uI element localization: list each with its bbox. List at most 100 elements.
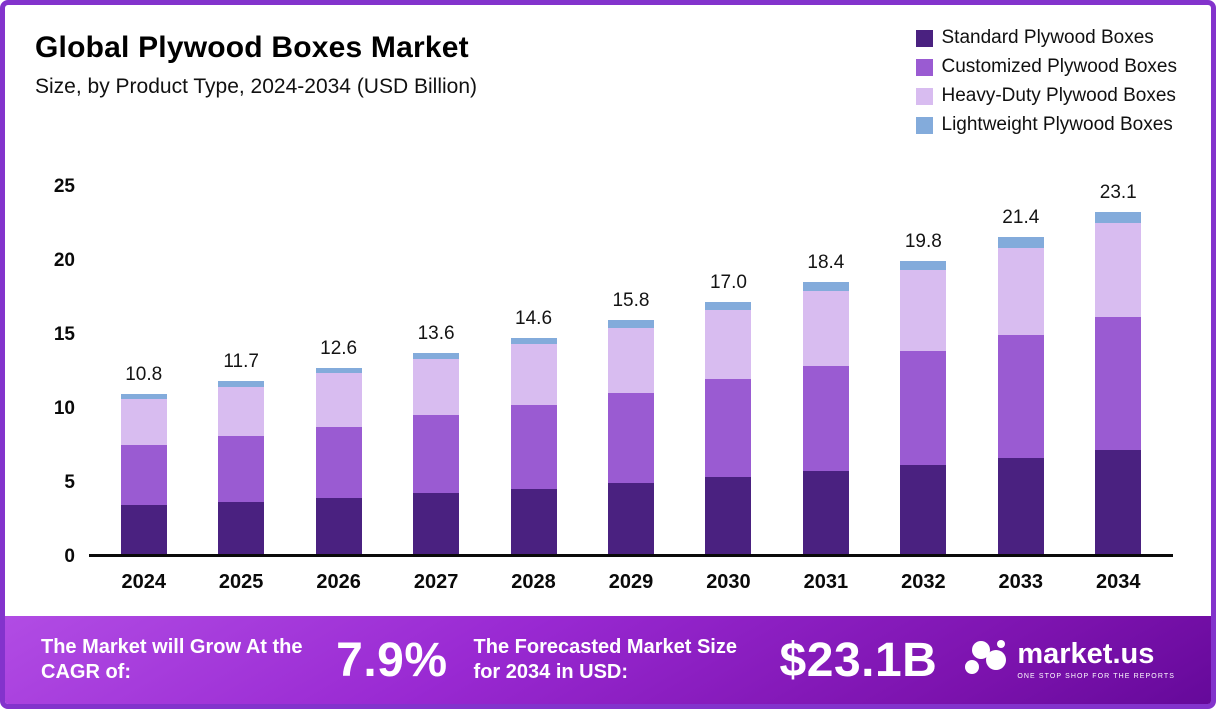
marketus-brand: market.us ONE STOP SHOP FOR THE REPORTS xyxy=(963,638,1175,683)
stacked-bar: 13.6 xyxy=(413,323,460,554)
x-axis-tick-label: 2027 xyxy=(413,571,459,593)
legend-label: Standard Plywood Boxes xyxy=(941,27,1154,48)
bar-segment xyxy=(413,493,460,554)
bar-segment xyxy=(510,343,557,405)
bar-segment xyxy=(1095,450,1142,554)
x-axis-tick-label: 2033 xyxy=(998,571,1044,593)
bar-column: 13.6 xyxy=(387,187,484,554)
y-axis-tick-label: 5 xyxy=(64,472,75,493)
stacked-bar: 17.0 xyxy=(705,272,752,554)
bar-segment xyxy=(1095,222,1142,318)
bar-column: 21.4 xyxy=(972,187,1069,554)
stacked-bar: 21.4 xyxy=(997,207,1044,554)
bar-total-label: 13.6 xyxy=(417,322,455,344)
stacked-bar: 14.6 xyxy=(510,308,557,554)
bar-segment xyxy=(120,444,167,506)
bar-segment xyxy=(802,281,849,291)
x-axis-tick-label: 2029 xyxy=(608,571,654,593)
bar-segment xyxy=(705,309,752,380)
bar-segment xyxy=(315,367,362,374)
chart-grid: 0 5 10 15 20 25 10.8 11.7 12.6 13.6 14.6 15.8 17.0 1… xyxy=(31,176,1173,567)
legend-swatch xyxy=(915,29,933,47)
y-axis: 0 5 10 15 20 25 xyxy=(31,176,89,567)
bar-segment xyxy=(315,373,362,427)
bar-segment xyxy=(413,414,460,494)
bar-segment xyxy=(120,505,167,554)
plot-area: 10.8 11.7 12.6 13.6 14.6 15.8 17.0 18.4 19.8 21.4… xyxy=(89,182,1173,557)
bar-segment xyxy=(705,379,752,478)
legend-item: Customized Plywood Boxes xyxy=(915,56,1178,78)
stacked-bar: 23.1 xyxy=(1095,182,1142,554)
chart-section: 0 5 10 15 20 25 10.8 11.7 12.6 13.6 14.6 15.8 17.0 1… xyxy=(5,145,1211,616)
bar-segment xyxy=(607,320,654,328)
bar-segment xyxy=(997,237,1044,248)
stacked-bar: 15.8 xyxy=(607,290,654,554)
legend-label: Customized Plywood Boxes xyxy=(941,56,1178,77)
x-axis-tick-label: 2028 xyxy=(511,571,556,593)
bar-total-label: 21.4 xyxy=(1002,207,1040,229)
bar-segment xyxy=(900,351,947,466)
stacked-bar: 19.8 xyxy=(900,231,947,554)
legend-item: Standard Plywood Boxes xyxy=(915,27,1178,49)
x-axis-tick-label: 2031 xyxy=(803,571,849,593)
bar-segment xyxy=(705,302,752,310)
bars-container: 10.8 11.7 12.6 13.6 14.6 15.8 17.0 18.4 19.8 21.4… xyxy=(89,182,1173,554)
bar-segment xyxy=(218,435,265,503)
bar-total-label: 23.1 xyxy=(1099,182,1137,204)
bar-segment xyxy=(997,247,1044,335)
y-axis-tick-label: 0 xyxy=(64,546,75,567)
marketus-logo-icon xyxy=(963,638,1007,683)
bar-segment xyxy=(1095,317,1142,451)
bar-segment xyxy=(1095,212,1142,223)
cagr-value: 7.9% xyxy=(336,633,448,687)
x-axis-tick-label: 2024 xyxy=(121,571,166,593)
bar-segment xyxy=(900,260,947,270)
bar-column: 15.8 xyxy=(582,187,679,554)
bar-segment xyxy=(802,290,849,367)
bar-total-label: 12.6 xyxy=(320,337,358,359)
bar-column: 11.7 xyxy=(192,187,289,554)
bar-total-label: 17.0 xyxy=(709,272,747,294)
brand-text: market.us ONE STOP SHOP FOR THE REPORTS xyxy=(1017,638,1175,681)
bar-column: 18.4 xyxy=(777,187,874,554)
bar-column: 10.8 xyxy=(95,187,192,554)
bar-total-label: 15.8 xyxy=(612,290,650,312)
bar-column: 23.1 xyxy=(1070,182,1167,554)
bar-segment xyxy=(997,457,1044,554)
cagr-label: The Market will Grow At the CAGR of: xyxy=(41,636,303,683)
footer-banner: The Market will Grow At the CAGR of: 7.9… xyxy=(5,616,1211,704)
y-axis-tick-label: 15 xyxy=(53,324,75,345)
x-axis-tick-label: 2026 xyxy=(316,571,361,593)
x-axis-tick-label: 2025 xyxy=(218,571,264,593)
brand-tagline: ONE STOP SHOP FOR THE REPORTS xyxy=(1017,673,1175,680)
bar-total-label: 10.8 xyxy=(125,364,163,386)
bar-column: 12.6 xyxy=(290,187,387,554)
bar-total-label: 14.6 xyxy=(515,307,553,329)
bar-segment xyxy=(218,386,265,436)
brand-name: market.us xyxy=(1017,638,1155,670)
bar-segment xyxy=(607,327,654,393)
stacked-bar: 18.4 xyxy=(802,252,849,554)
legend-swatch xyxy=(915,116,933,134)
y-axis-tick-label: 10 xyxy=(53,398,75,419)
bar-segment xyxy=(607,482,654,554)
chart-title: Global Plywood Boxes Market xyxy=(35,31,469,64)
forecast-label: The Forecasted Market Size for 2034 in U… xyxy=(473,636,737,683)
legend-swatch xyxy=(915,58,933,76)
bar-segment xyxy=(120,394,167,399)
chart-legend: Standard Plywood Boxes Customized Plywood… xyxy=(915,25,1178,136)
x-axis-tick-label: 2030 xyxy=(706,571,751,593)
chart-header: Global Plywood Boxes Market Size, by Pro… xyxy=(5,5,1211,145)
x-axis-tick-label: 2034 xyxy=(1096,571,1141,593)
bar-segment xyxy=(900,269,947,352)
legend-label: Heavy-Duty Plywood Boxes xyxy=(941,85,1176,106)
stacked-bar: 10.8 xyxy=(120,364,167,554)
y-axis-tick-label: 20 xyxy=(53,250,75,271)
legend-item: Heavy-Duty Plywood Boxes xyxy=(915,85,1178,107)
bar-column: 19.8 xyxy=(875,187,972,554)
bar-segment xyxy=(802,366,849,472)
x-axis-labels: 2024 2025 2026 2027 2028 2029 2030 2031 2032 2033… xyxy=(89,571,1173,594)
bar-segment xyxy=(900,465,947,554)
x-axis-tick-label: 2032 xyxy=(901,571,946,593)
